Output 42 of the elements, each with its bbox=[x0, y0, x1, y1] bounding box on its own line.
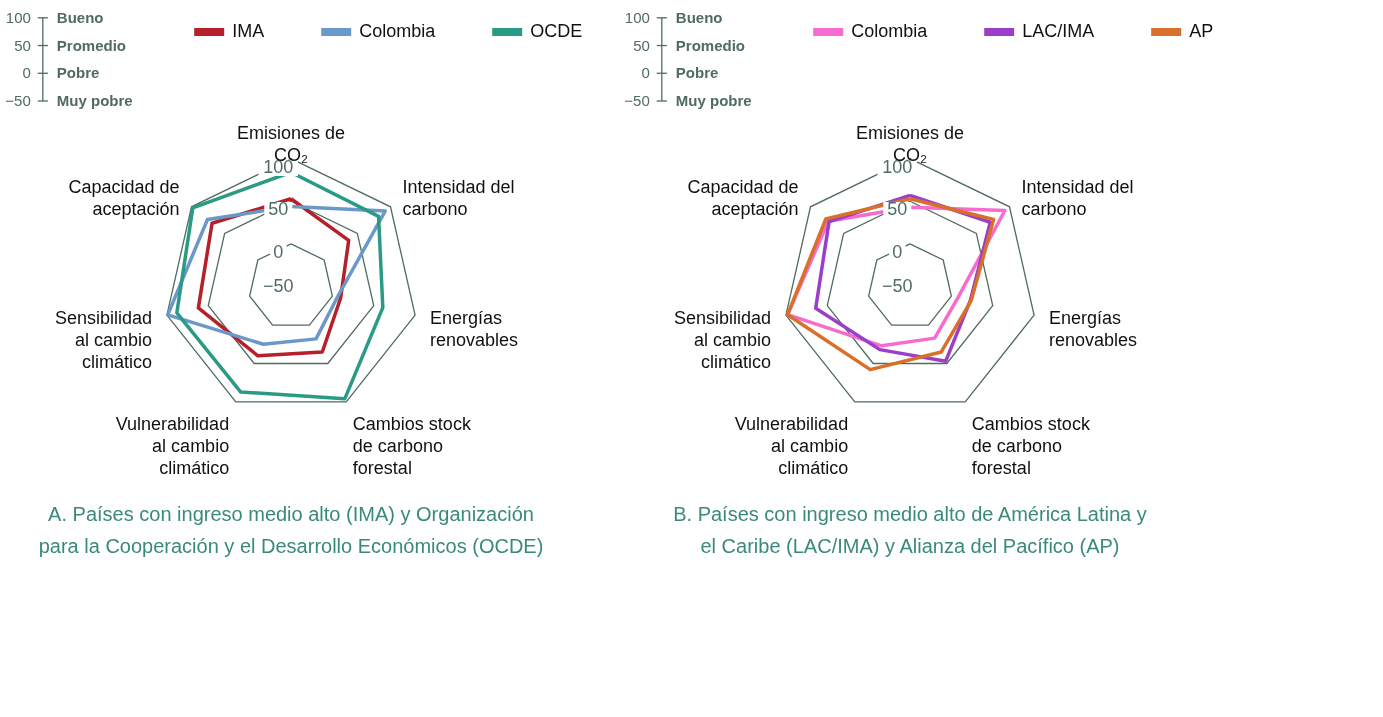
spoke-label: Cambios stock de carbono forestal bbox=[971, 413, 1091, 478]
text: Muy pobre bbox=[56, 92, 133, 109]
legend-label: AP bbox=[1189, 21, 1214, 41]
spoke-label: Vulnerabilidad al cambio climático bbox=[734, 413, 849, 478]
legend-label: IMA bbox=[232, 21, 265, 41]
y-tick-label: 50 bbox=[887, 199, 908, 220]
text: 100 bbox=[5, 8, 31, 26]
text: Pobre bbox=[675, 64, 719, 82]
legend-label: OCDE bbox=[530, 21, 583, 41]
text: −50 bbox=[5, 92, 31, 109]
legend-label: Colombia bbox=[851, 21, 929, 41]
text: 50 bbox=[633, 36, 650, 54]
text: 0 bbox=[641, 64, 650, 82]
text: −50 bbox=[624, 92, 650, 109]
text: Bueno bbox=[56, 8, 104, 26]
y-tick-label: −50 bbox=[263, 275, 294, 296]
text: 0 bbox=[22, 64, 31, 82]
text: Pobre bbox=[56, 64, 100, 82]
text: A. Países con ingreso medio alto (IMA) y Organización para la Cooperación y el Desarrollo Económicos (OCDE) bbox=[38, 503, 544, 557]
y-tick-label: −50 bbox=[882, 275, 913, 296]
spoke-label: Capacidad de aceptación bbox=[687, 177, 799, 220]
spoke-label: Sensibilidad al cambio climático bbox=[673, 307, 772, 372]
text: B. Países con ingreso medio alto de América Latina y el Caribe (LAC/IMA) y Alianza del Pacífico (AP) bbox=[673, 503, 1147, 557]
text: Bueno bbox=[675, 8, 723, 26]
spoke-label: Cambios stock de carbono forestal bbox=[352, 413, 472, 478]
y-tick-label: 50 bbox=[268, 199, 289, 220]
text: 100 bbox=[624, 8, 650, 26]
spoke-label: Energías renovables bbox=[1048, 307, 1138, 350]
spoke-label: Intensidad del carbono bbox=[402, 177, 515, 220]
text: 50 bbox=[14, 36, 31, 54]
spoke-label: Sensibilidad al cambio climático bbox=[54, 307, 153, 372]
spoke-label: Vulnerabilidad al cambio climático bbox=[115, 413, 230, 478]
legend-label: LAC/IMA bbox=[1022, 21, 1095, 41]
text: Muy pobre bbox=[675, 92, 752, 109]
spoke-label: Capacidad de aceptación bbox=[68, 177, 180, 220]
spoke-label: Energías renovables bbox=[429, 307, 519, 350]
legend-label: Colombia bbox=[359, 21, 437, 41]
y-tick-label: 0 bbox=[273, 241, 284, 262]
text: Promedio bbox=[56, 36, 127, 54]
y-tick-label: 0 bbox=[892, 241, 903, 262]
spoke-label: Intensidad del carbono bbox=[1021, 177, 1134, 220]
text: Promedio bbox=[675, 36, 746, 54]
